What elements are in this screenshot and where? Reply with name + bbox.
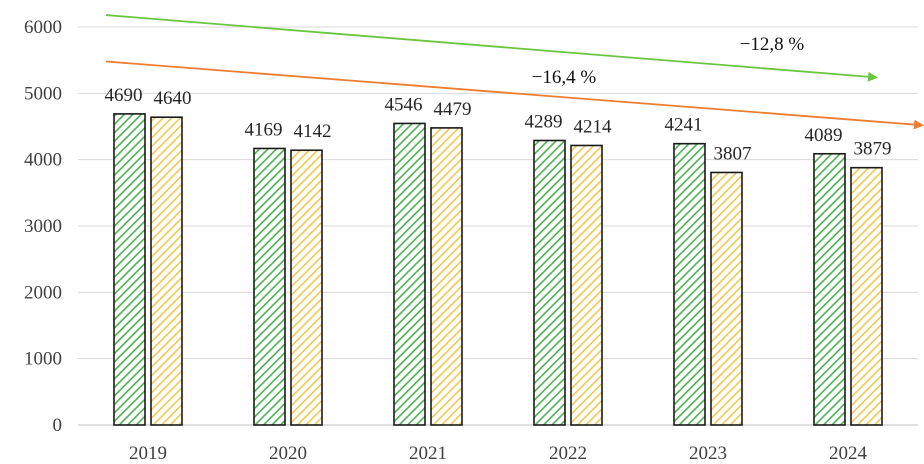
y-tick-label: 2000 — [24, 282, 62, 303]
y-tick-label: 0 — [53, 415, 63, 436]
x-tick-label: 2019 — [129, 443, 167, 464]
y-tick-label: 6000 — [24, 17, 62, 38]
bar-series-2 — [570, 144, 603, 426]
trend-arrow-2 — [105, 60, 924, 130]
grid-layer: 0 1000 2000 3000 4000 5000 6000 — [24, 17, 918, 436]
y-tick-label: 5000 — [24, 83, 62, 104]
data-label: 3807 — [714, 143, 752, 164]
y-tick-label: 3000 — [24, 216, 62, 237]
x-tick-label: 2020 — [269, 443, 307, 464]
data-label: 4241 — [665, 115, 703, 136]
data-label: 4289 — [525, 111, 563, 132]
bar-series-1 — [813, 152, 846, 426]
y-tick-label: 4000 — [24, 150, 62, 171]
data-label: 4142 — [294, 121, 332, 142]
data-label: 4089 — [805, 125, 843, 146]
labels-layer: 4690 4640 2019 4169 4142 2020 4546 4479 2021 4289… — [105, 85, 892, 464]
data-label: 4690 — [105, 85, 143, 106]
bar-series-2 — [150, 116, 183, 426]
bar-series-1 — [673, 142, 706, 426]
x-tick-label: 2023 — [689, 443, 727, 464]
data-label: 4169 — [245, 119, 283, 140]
x-tick-label: 2024 — [829, 443, 868, 464]
trend-label: −12,8 % — [740, 34, 805, 55]
bar-series-2 — [710, 171, 743, 426]
data-label: 4479 — [434, 99, 472, 120]
trend-arrow-1 — [105, 14, 878, 82]
bar-series-2 — [430, 127, 463, 426]
bar-series-1 — [533, 139, 566, 426]
trend-layer: −12,8 % −16,4 % — [105, 14, 924, 130]
trend-label: −16,4 % — [532, 67, 597, 88]
bar-series-1 — [393, 122, 426, 426]
y-tick-label: 1000 — [24, 349, 62, 370]
bar-series-1 — [113, 113, 146, 426]
bars-layer — [113, 113, 883, 426]
data-label: 4214 — [574, 116, 613, 137]
bar-series-2 — [290, 149, 323, 426]
data-label: 4546 — [385, 94, 423, 115]
bar-series-1 — [253, 147, 286, 426]
x-tick-label: 2021 — [409, 443, 447, 464]
data-label: 4640 — [154, 88, 192, 109]
data-label: 3879 — [854, 139, 892, 160]
bar-series-2 — [850, 166, 883, 426]
x-tick-label: 2022 — [549, 443, 587, 464]
